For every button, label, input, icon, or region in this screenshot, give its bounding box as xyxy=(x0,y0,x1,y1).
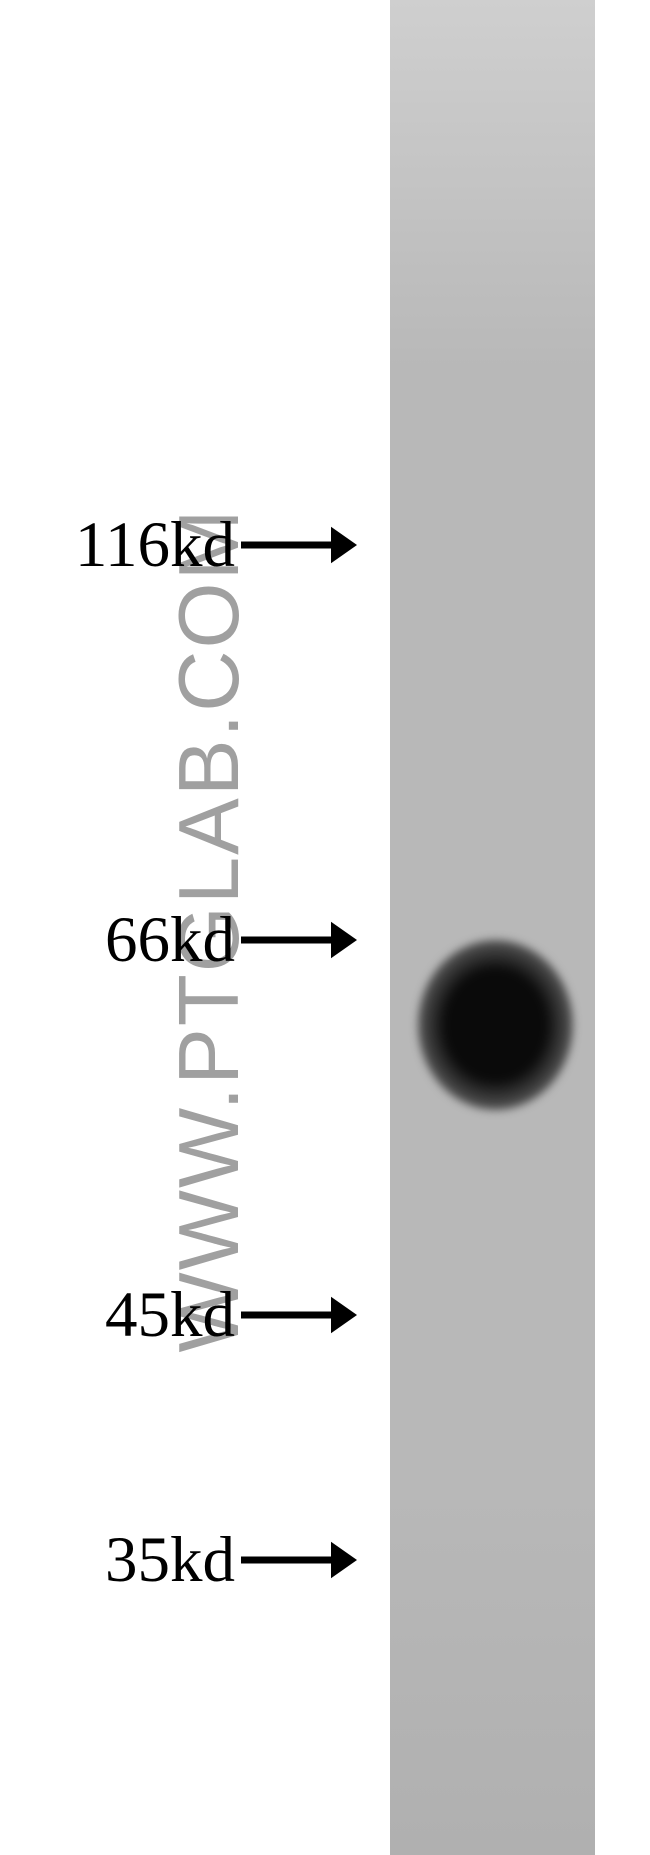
blot-lane xyxy=(390,0,595,1855)
marker-label: 116kd xyxy=(50,508,235,583)
marker-label: 35kd xyxy=(50,1523,235,1598)
marker-row: 66kd xyxy=(50,903,357,978)
marker-row: 116kd xyxy=(50,508,357,583)
protein-band xyxy=(418,940,573,1110)
arrow-right-icon xyxy=(241,914,357,966)
arrow-right-icon xyxy=(241,1289,357,1341)
marker-label: 45kd xyxy=(50,1278,235,1353)
marker-row: 45kd xyxy=(50,1278,357,1353)
marker-row: 35kd xyxy=(50,1523,357,1598)
arrow-right-icon xyxy=(241,1534,357,1586)
marker-label: 66kd xyxy=(50,903,235,978)
arrow-right-icon xyxy=(241,519,357,571)
